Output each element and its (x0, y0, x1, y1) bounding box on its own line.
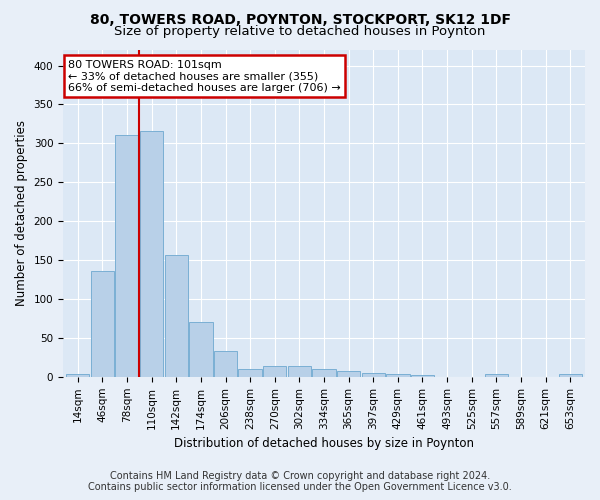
Bar (287, 366, 311, 377)
Text: 80, TOWERS ROAD, POYNTON, STOCKPORT, SK12 1DF: 80, TOWERS ROAD, POYNTON, STOCKPORT, SK1… (89, 12, 511, 26)
Bar (214, 351, 237, 377)
Bar (263, 366, 286, 377)
Bar (559, 374, 582, 377)
Bar (386, 374, 410, 377)
Bar (91, 271, 114, 377)
Bar (337, 370, 361, 377)
X-axis label: Distribution of detached houses by size in Poynton: Distribution of detached houses by size … (174, 437, 474, 450)
Bar (140, 131, 163, 377)
Bar (485, 374, 508, 377)
Text: Size of property relative to detached houses in Poynton: Size of property relative to detached ho… (115, 25, 485, 38)
Bar (66, 374, 89, 377)
Bar (362, 373, 385, 377)
Text: Contains HM Land Registry data © Crown copyright and database right 2024.
Contai: Contains HM Land Registry data © Crown c… (88, 471, 512, 492)
Bar (115, 135, 139, 377)
Bar (238, 369, 262, 377)
Bar (189, 322, 212, 377)
Bar (164, 254, 188, 377)
Bar (411, 376, 434, 377)
Bar (313, 369, 336, 377)
Y-axis label: Number of detached properties: Number of detached properties (15, 120, 28, 306)
Text: 80 TOWERS ROAD: 101sqm
← 33% of detached houses are smaller (355)
66% of semi-de: 80 TOWERS ROAD: 101sqm ← 33% of detached… (68, 60, 341, 93)
